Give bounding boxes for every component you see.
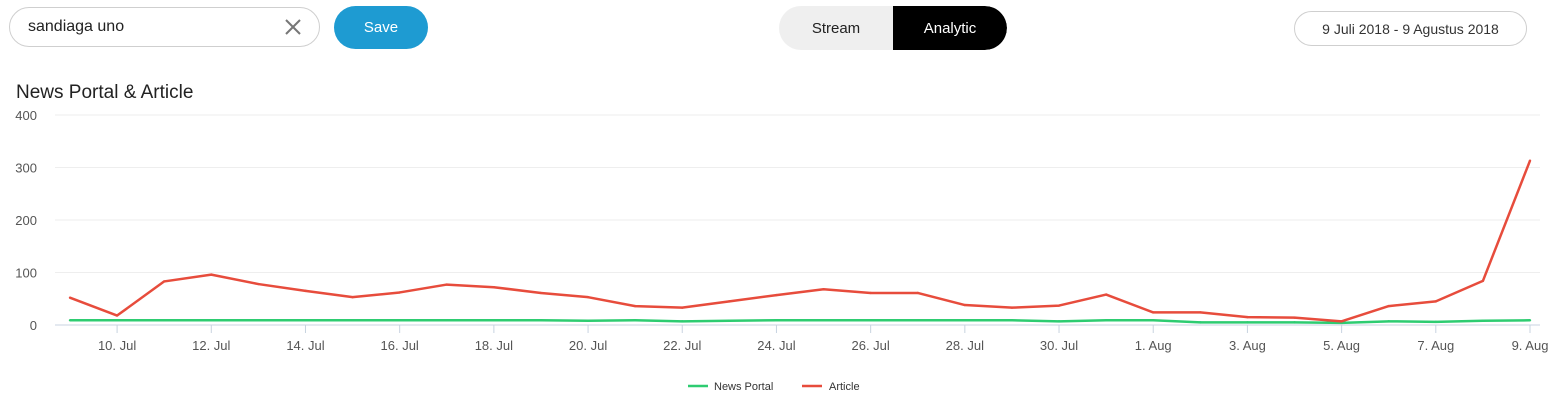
data-point (1104, 319, 1108, 322)
data-point (398, 291, 401, 294)
data-point (257, 319, 260, 322)
data-point (1528, 319, 1532, 322)
data-point (1481, 279, 1485, 283)
x-tick-label: 9. Aug (1512, 338, 1549, 353)
data-point (115, 319, 119, 322)
save-button[interactable]: Save (334, 6, 428, 49)
x-tick-label: 3. Aug (1229, 338, 1266, 353)
search-box[interactable] (9, 7, 320, 47)
x-tick-label: 26. Jul (851, 338, 889, 353)
data-point (775, 319, 778, 322)
x-tick-label: 22. Jul (663, 338, 701, 353)
data-point (1246, 321, 1249, 324)
y-tick-label: 200 (15, 213, 37, 228)
data-point (869, 319, 872, 322)
data-point (445, 283, 448, 286)
y-tick-label: 300 (15, 161, 37, 176)
legend-label: Article (829, 381, 860, 393)
data-point (68, 296, 72, 299)
data-point (539, 291, 543, 295)
data-point (1010, 319, 1014, 322)
data-point (68, 319, 72, 322)
data-point (916, 291, 919, 295)
x-tick-label: 24. Jul (757, 338, 795, 353)
data-point (1387, 304, 1390, 308)
data-point (1152, 319, 1155, 322)
data-point (162, 319, 166, 322)
data-point (1199, 321, 1202, 324)
data-point (1387, 320, 1390, 323)
data-point (1199, 311, 1202, 314)
data-point (492, 319, 496, 322)
x-tick-label: 30. Jul (1040, 338, 1078, 353)
x-tick-label: 20. Jul (569, 338, 607, 353)
data-point (115, 314, 119, 317)
data-point (775, 293, 778, 297)
data-point (210, 273, 213, 276)
x-tick-label: 28. Jul (946, 338, 984, 353)
data-point (1104, 293, 1108, 296)
series-line-article (69, 160, 1532, 323)
data-point (963, 303, 967, 307)
data-point (822, 319, 825, 322)
x-tick-label: 18. Jul (475, 338, 513, 353)
data-point (1340, 320, 1343, 323)
x-tick-label: 14. Jul (286, 338, 324, 353)
data-point (210, 319, 213, 322)
data-point (1010, 306, 1014, 309)
data-point (445, 319, 448, 322)
data-point (398, 319, 401, 322)
data-point (916, 319, 919, 322)
data-point (633, 319, 637, 322)
data-point (1434, 320, 1438, 324)
data-point (728, 300, 731, 303)
chart-title: News Portal & Article (16, 82, 194, 103)
x-tick-label: 7. Aug (1417, 338, 1454, 353)
x-tick-label: 5. Aug (1323, 338, 1360, 353)
tab-stream[interactable]: Stream (779, 6, 893, 50)
y-tick-label: 0 (30, 318, 37, 333)
data-point (1293, 316, 1296, 319)
data-point (257, 282, 260, 286)
x-tick-label: 10. Jul (98, 338, 136, 353)
search-input[interactable] (26, 17, 270, 37)
data-point (963, 319, 967, 322)
data-point (1152, 311, 1155, 314)
x-tick-label: 16. Jul (381, 338, 419, 353)
data-point (869, 291, 872, 295)
y-tick-label: 400 (15, 108, 37, 123)
data-point (304, 319, 307, 322)
date-range-picker[interactable]: 9 Juli 2018 - 9 Agustus 2018 (1294, 11, 1527, 46)
view-toggle: Stream Analytic (779, 6, 1007, 50)
data-point (351, 319, 354, 322)
data-point (1528, 159, 1532, 162)
x-tick-label: 1. Aug (1135, 338, 1172, 353)
data-point (351, 295, 354, 299)
x-tick-label: 12. Jul (192, 338, 230, 353)
data-point (822, 288, 825, 291)
data-point (162, 280, 166, 283)
data-point (728, 319, 731, 322)
data-point (539, 319, 543, 322)
data-point (1057, 320, 1061, 323)
series-line-news-portal (70, 319, 1531, 325)
close-icon[interactable] (283, 17, 303, 37)
data-point (1293, 321, 1296, 324)
data-point (1057, 304, 1061, 307)
data-point (681, 306, 684, 309)
y-tick-label: 100 (15, 266, 37, 281)
data-point (1246, 315, 1249, 319)
data-point (1481, 319, 1485, 322)
data-point (304, 289, 307, 293)
data-point (633, 304, 637, 308)
data-point (1434, 300, 1438, 303)
data-point (586, 295, 590, 299)
data-point (492, 286, 496, 289)
data-point (586, 319, 590, 322)
tab-analytic[interactable]: Analytic (893, 6, 1007, 50)
data-point (681, 320, 684, 323)
legend-label: News Portal (714, 381, 773, 393)
